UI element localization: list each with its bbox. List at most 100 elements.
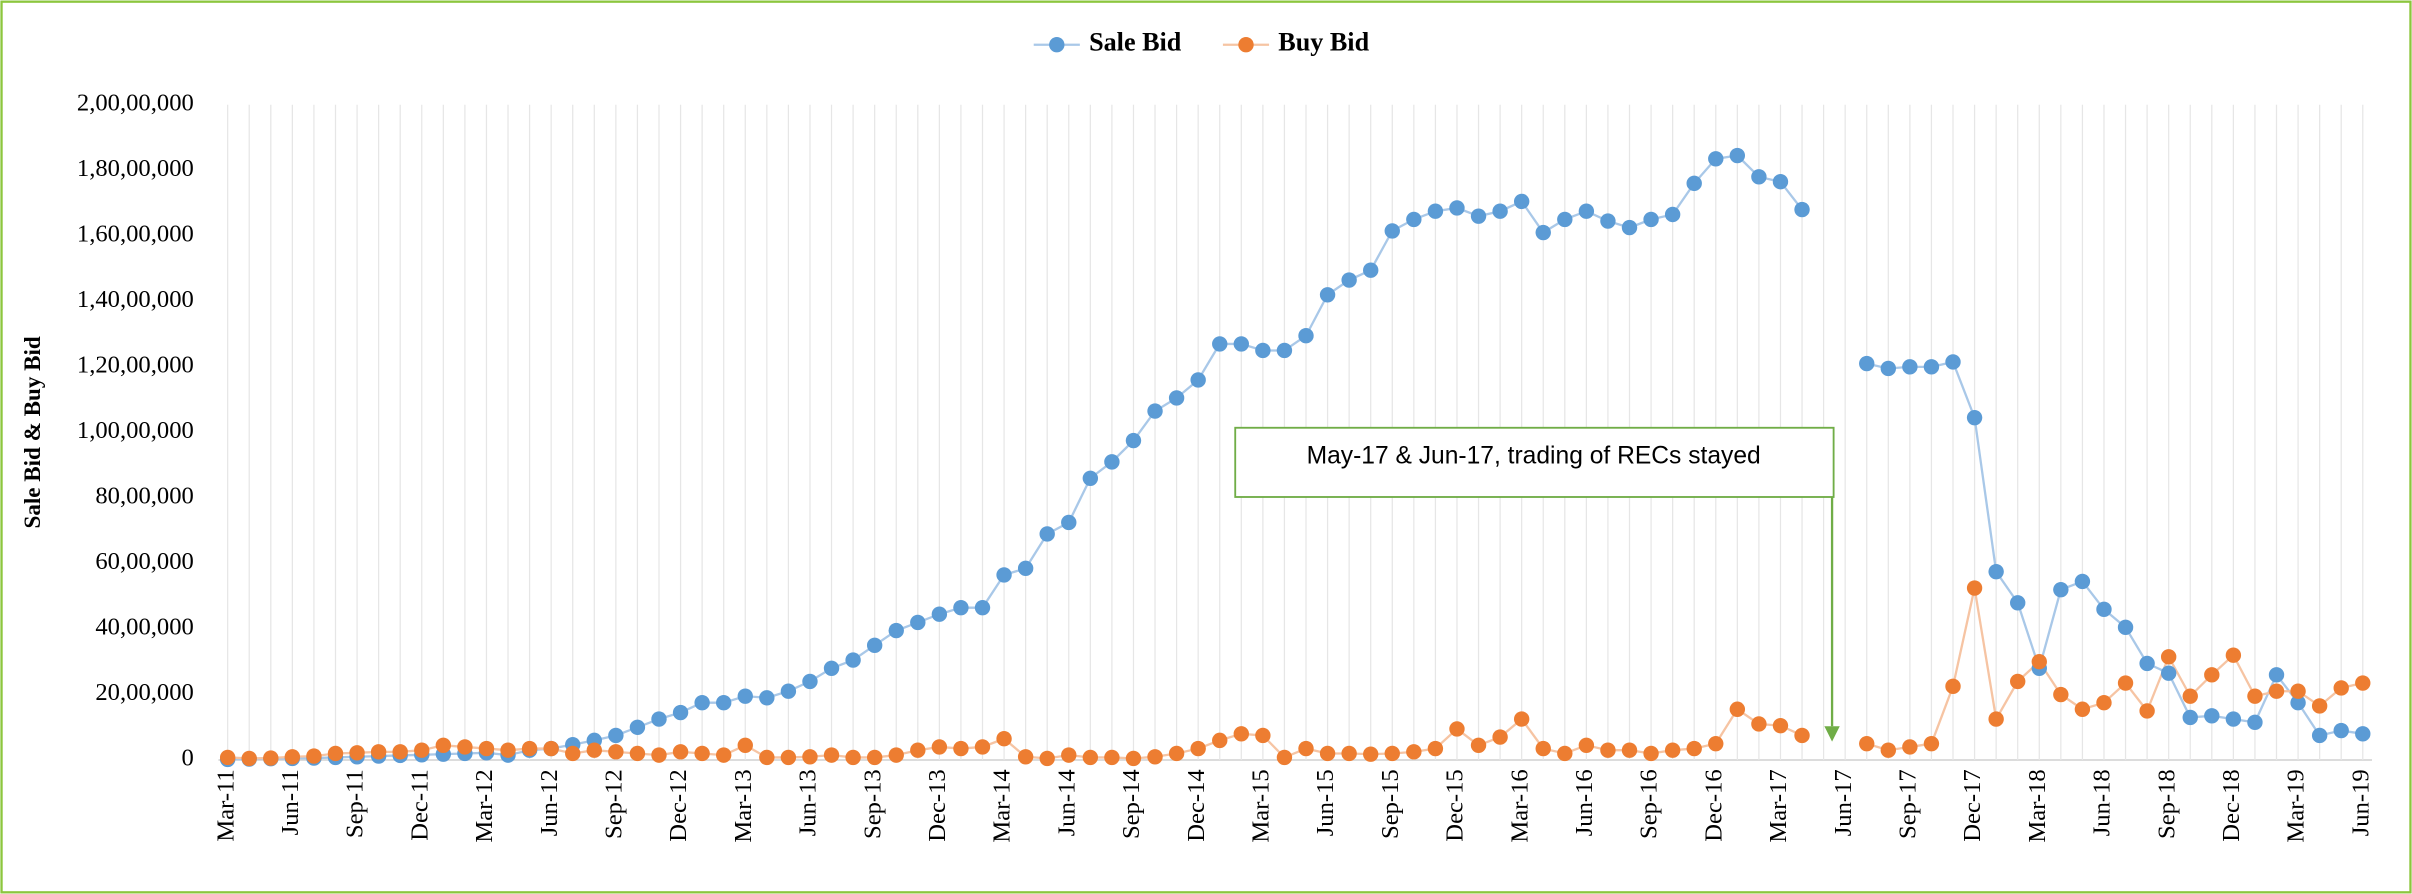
data-point xyxy=(1427,740,1444,757)
x-tick-label: Mar-19 xyxy=(2283,769,2310,842)
data-point xyxy=(2268,683,2285,699)
data-point xyxy=(953,599,969,616)
data-point xyxy=(2268,667,2285,683)
legend-label: Sale Bid xyxy=(1089,28,1182,57)
data-point xyxy=(1363,746,1379,762)
data-point xyxy=(1039,526,1055,542)
data-point xyxy=(1341,272,1357,288)
data-point xyxy=(1643,211,1659,228)
data-point xyxy=(1686,740,1702,757)
data-point xyxy=(1513,711,1530,727)
x-tick-label: Dec-14 xyxy=(1183,769,1210,841)
annotation-box xyxy=(1234,426,1835,498)
data-point xyxy=(694,695,710,711)
data-point xyxy=(1923,735,1940,752)
data-point xyxy=(1492,203,1508,219)
data-point xyxy=(1017,560,1034,577)
data-point xyxy=(2010,673,2026,690)
x-tick-label: Jun-12 xyxy=(536,769,563,836)
data-point xyxy=(219,749,236,766)
data-point xyxy=(1039,750,1055,767)
data-point xyxy=(349,745,365,761)
x-tick-label: Mar-14 xyxy=(989,769,1016,842)
data-point xyxy=(1319,287,1336,303)
data-point xyxy=(716,695,732,711)
data-point xyxy=(1751,716,1767,732)
data-point xyxy=(931,739,948,755)
x-tick-label: Dec-17 xyxy=(1959,769,1986,841)
data-point xyxy=(2204,708,2220,724)
data-point xyxy=(2182,688,2198,704)
data-point xyxy=(672,704,689,721)
data-point xyxy=(1859,735,1875,752)
data-point xyxy=(608,744,624,760)
data-point xyxy=(1492,729,1508,745)
data-point xyxy=(651,711,667,727)
data-point xyxy=(1082,749,1099,766)
data-point xyxy=(910,742,926,758)
data-point xyxy=(1406,744,1422,760)
y-tick-label: 1,40,00,000 xyxy=(77,286,194,313)
data-point xyxy=(1621,742,1638,758)
data-point xyxy=(1319,745,1336,762)
x-tick-label: Dec-13 xyxy=(924,769,951,841)
data-point xyxy=(586,742,602,758)
data-point xyxy=(845,749,861,766)
data-point xyxy=(1664,742,1681,758)
y-tick-label: 80,00,000 xyxy=(95,483,193,510)
data-point xyxy=(1557,745,1573,762)
data-point xyxy=(1406,211,1422,228)
data-point xyxy=(996,731,1012,747)
data-point xyxy=(521,740,538,757)
data-point xyxy=(629,745,646,762)
data-point xyxy=(694,745,710,762)
y-tick-label: 20,00,000 xyxy=(95,679,193,706)
grid xyxy=(218,104,2373,761)
data-point xyxy=(2053,686,2069,703)
data-point xyxy=(1190,372,1206,388)
annotation-arrowhead xyxy=(1824,726,1840,742)
data-point xyxy=(2311,727,2328,744)
data-point xyxy=(1535,740,1551,757)
data-point xyxy=(1384,223,1400,239)
data-point xyxy=(759,690,775,706)
data-point xyxy=(2010,595,2026,611)
x-tick-label: Sep-14 xyxy=(1118,769,1145,839)
data-point xyxy=(931,606,948,622)
data-point xyxy=(1664,206,1681,223)
data-point xyxy=(2355,675,2371,691)
data-point xyxy=(1923,359,1940,375)
x-tick-label: Sep-16 xyxy=(1636,769,1663,839)
data-point xyxy=(2290,695,2306,711)
data-point xyxy=(500,742,516,758)
data-point xyxy=(1945,678,1961,695)
data-point xyxy=(1945,354,1961,370)
data-point xyxy=(1751,169,1767,185)
data-point xyxy=(1535,224,1551,241)
data-point xyxy=(1772,174,1789,190)
data-point xyxy=(845,652,861,668)
legend-marker xyxy=(1049,37,1065,53)
data-point xyxy=(414,742,430,758)
data-point xyxy=(2031,654,2047,670)
x-tick-label: Mar-12 xyxy=(471,769,498,842)
x-tick-label: Dec-15 xyxy=(1442,769,1469,841)
data-point xyxy=(1449,200,1465,216)
x-tick-label: Jun-19 xyxy=(2347,769,2374,836)
data-point xyxy=(1104,749,1120,766)
x-tick-label: Dec-18 xyxy=(2218,769,2245,841)
data-point xyxy=(1341,745,1357,762)
data-point xyxy=(1966,409,1983,426)
x-tick-label: Mar-17 xyxy=(1765,769,1792,842)
data-point xyxy=(1578,203,1595,219)
data-point xyxy=(1298,328,1314,344)
x-tick-label: Sep-15 xyxy=(1377,769,1404,839)
data-point xyxy=(1168,745,1185,762)
data-point xyxy=(888,622,904,639)
data-point xyxy=(802,673,818,690)
x-tick-label: Jun-15 xyxy=(1312,769,1339,836)
y-tick-label: 0 xyxy=(182,745,194,772)
y-tick-label: 1,60,00,000 xyxy=(77,220,194,247)
data-point xyxy=(2096,695,2112,711)
